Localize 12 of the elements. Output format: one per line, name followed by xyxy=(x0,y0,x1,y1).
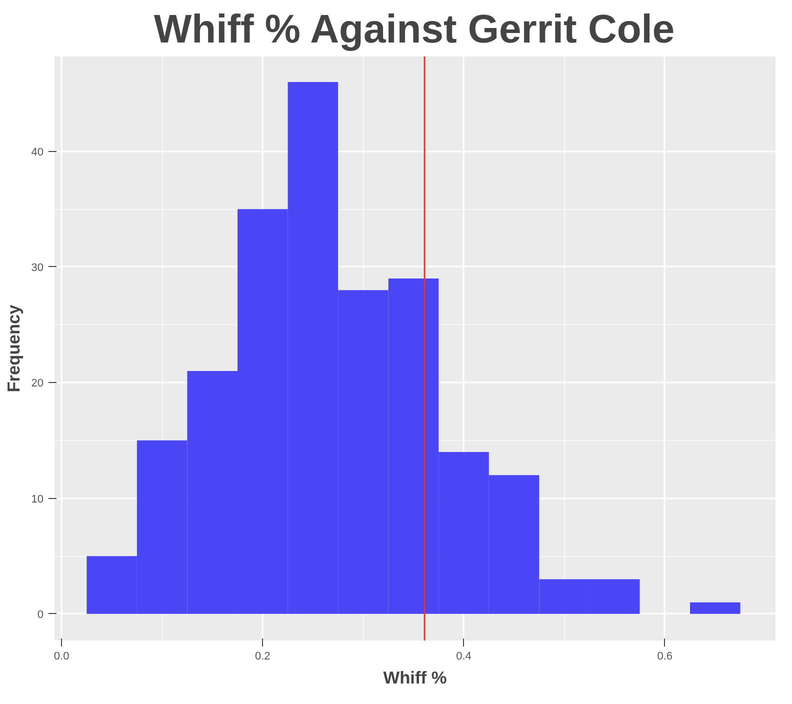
y-tick-label: 30 xyxy=(31,262,44,274)
y-tick-label: 0 xyxy=(37,608,44,621)
x-tick-label: 0.6 xyxy=(657,650,673,662)
x-axis-title: Whiff % xyxy=(383,668,447,688)
y-tick-label: 20 xyxy=(31,378,44,390)
x-tick-label: 0.0 xyxy=(54,650,70,662)
x-tick-label: 0.4 xyxy=(456,650,472,662)
y-tick-label: 40 xyxy=(31,146,44,158)
x-tick-label: 0.2 xyxy=(255,650,270,662)
y-axis-title: Frequency xyxy=(3,304,24,392)
y-tick-label: 10 xyxy=(31,493,44,506)
chart-title: Whiff % Against Gerrit Cole xyxy=(154,8,675,52)
